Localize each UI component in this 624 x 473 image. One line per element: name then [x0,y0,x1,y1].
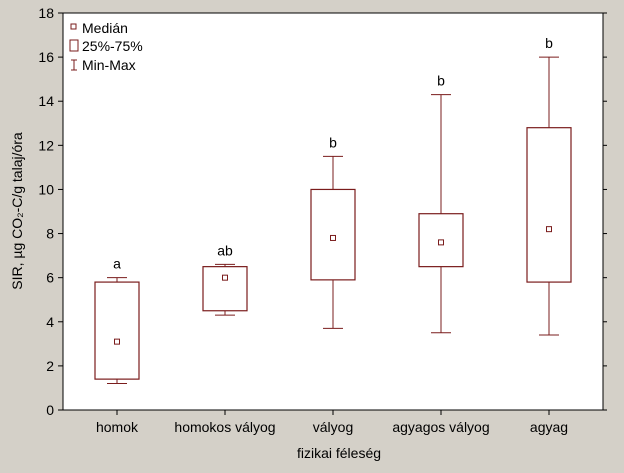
iqr-box [202,266,248,312]
iqr-box [94,281,140,380]
y-tick-label: 2 [46,358,54,374]
x-tick-label: agyag [530,419,568,435]
y-tick-label: 4 [46,314,54,330]
legend-label-median: Medián [82,20,128,36]
y-tick-label: 0 [46,402,54,418]
significance-label: b [437,73,445,89]
whisker-icon [71,59,77,71]
median-marker [330,234,336,241]
median-marker [222,274,228,281]
significance-label: ab [217,242,233,258]
x-axis: homok homokos vályog vályog agyagos vályog a… [96,410,568,435]
legend-label-box: 25%-75% [82,38,143,54]
x-tick-label: vályog [313,419,353,435]
significance-label: b [329,134,337,150]
y-tick-label: 10 [38,181,54,197]
median-marker [114,338,120,345]
y-axis-title: SIR, µg CO₂-C/g talaj/óra [9,132,25,290]
plot-area [62,12,604,411]
y-tick-label: 14 [38,93,54,109]
median-square-icon [70,23,77,30]
legend-label-minmax: Min-Max [82,57,136,73]
y-tick-label: 6 [46,270,54,286]
x-tick-label: homok [96,419,139,435]
y-tick-label: 16 [38,49,54,65]
median-marker [546,226,552,233]
legend: Medián 25%-75% Min-Max [69,20,143,73]
iqr-box [310,188,356,281]
y-tick-label: 18 [38,5,54,21]
iqr-box [418,213,464,268]
median-marker [438,239,444,246]
significance-label: a [113,256,121,272]
x-axis-title: fizikai féleség [297,445,381,461]
x-tick-label: homokos vályog [174,419,275,435]
significance-label: b [545,35,553,51]
y-tick-label: 12 [38,137,54,153]
y-tick-label: 8 [46,226,54,242]
box-series: a ab b b b [94,35,572,385]
box-rect-icon [69,39,79,52]
x-tick-label: agyagos vályog [392,419,489,435]
iqr-box [526,127,572,283]
y-axis: 0 2 4 6 8 10 12 14 16 18 [38,5,607,418]
